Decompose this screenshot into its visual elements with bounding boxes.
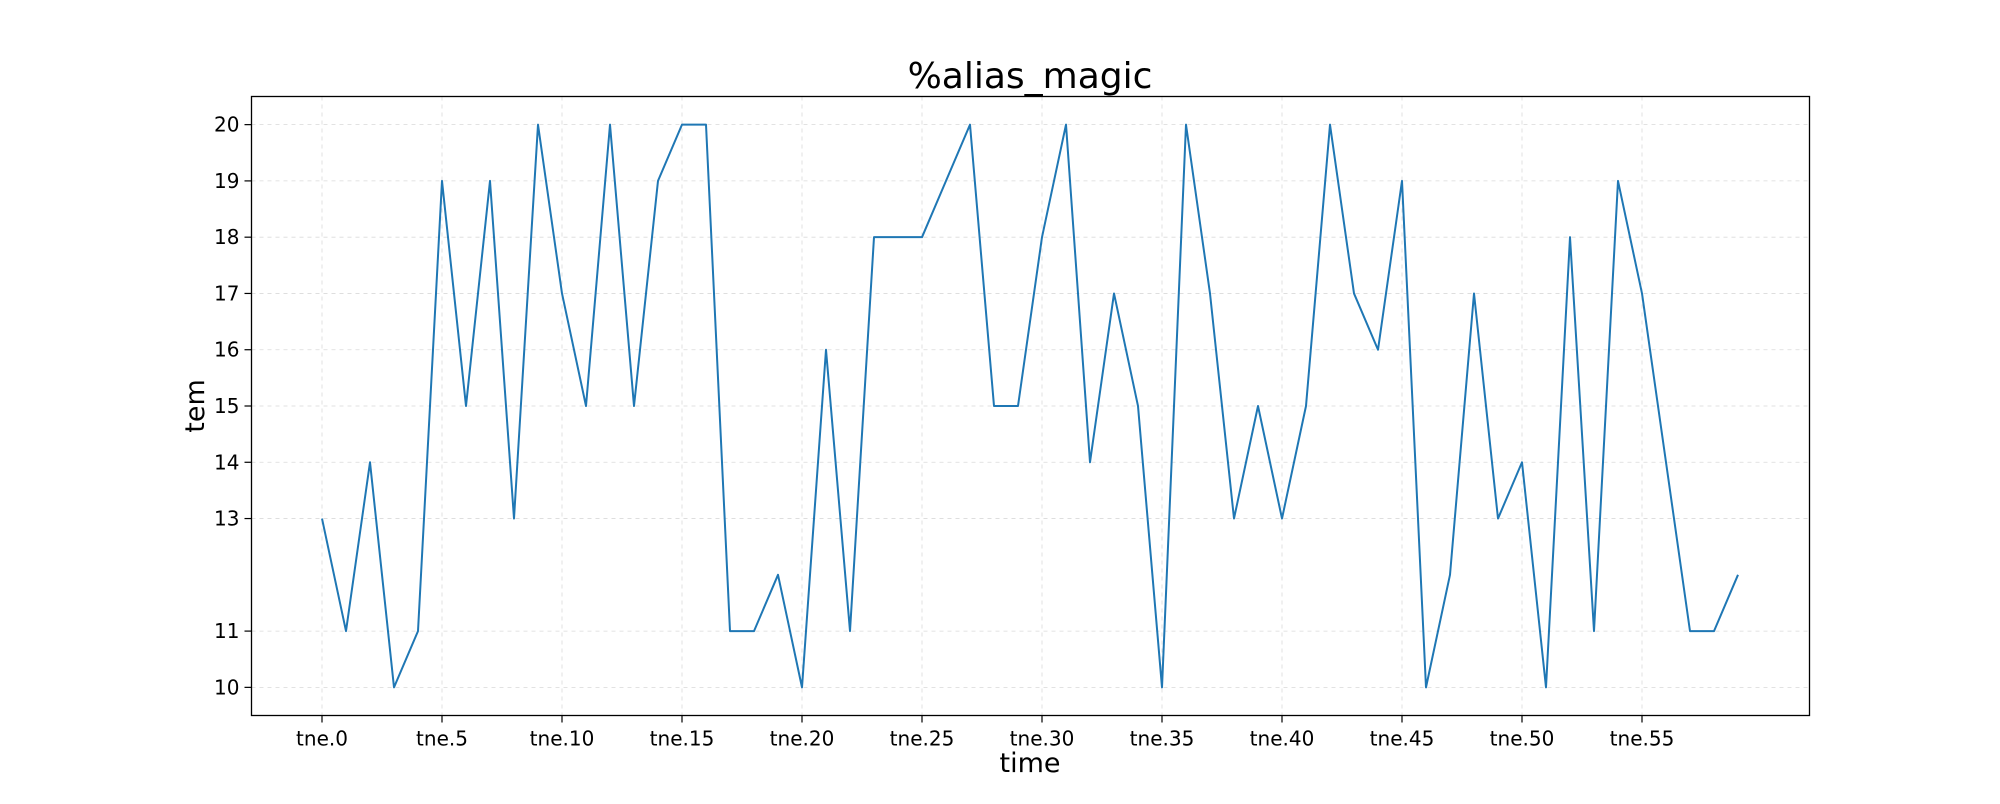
- y-tick-label: 17: [214, 281, 239, 305]
- x-tick-label: tne.35: [1130, 727, 1195, 751]
- x-tick-label: tne.55: [1610, 727, 1675, 751]
- y-axis-label: tem: [180, 379, 211, 433]
- data-point: [729, 630, 731, 632]
- data-point: [633, 405, 635, 407]
- x-tick-label: tne.10: [530, 727, 595, 751]
- data-point: [1473, 292, 1475, 294]
- series-layer: [321, 123, 1739, 689]
- data-point: [1185, 124, 1187, 126]
- data-point: [1401, 180, 1403, 182]
- x-tick-label: tne.50: [1490, 727, 1555, 751]
- data-point: [777, 574, 779, 576]
- data-point: [561, 292, 563, 294]
- x-tick-label: tne.45: [1370, 727, 1435, 751]
- y-tick-label: 13: [214, 507, 239, 531]
- data-point: [1353, 292, 1355, 294]
- data-point: [681, 124, 683, 126]
- x-tick-label: tne.30: [1010, 727, 1075, 751]
- data-point: [1617, 180, 1619, 182]
- data-point: [1233, 518, 1235, 520]
- data-point: [1281, 518, 1283, 520]
- data-point: [657, 180, 659, 182]
- data-point: [897, 236, 899, 238]
- data-point: [321, 518, 323, 520]
- x-tick-label: tne.5: [416, 727, 468, 751]
- data-point: [417, 630, 419, 632]
- y-tick-label: 11: [214, 619, 239, 643]
- data-point: [825, 349, 827, 351]
- data-point: [705, 124, 707, 126]
- x-tick-label: tne.20: [770, 727, 835, 751]
- data-point: [1449, 574, 1451, 576]
- data-point: [537, 124, 539, 126]
- data-point: [1497, 518, 1499, 520]
- data-point: [609, 124, 611, 126]
- data-point: [1569, 236, 1571, 238]
- data-point: [1065, 124, 1067, 126]
- data-point: [993, 405, 995, 407]
- data-point: [801, 686, 803, 688]
- data-point: [1137, 405, 1139, 407]
- data-point: [1737, 574, 1739, 576]
- data-point: [1521, 461, 1523, 463]
- x-axis-label: time: [999, 748, 1060, 779]
- data-point: [849, 630, 851, 632]
- data-point: [1665, 461, 1667, 463]
- x-tick-label: tne.0: [296, 727, 348, 751]
- data-point: [1113, 292, 1115, 294]
- data-point: [753, 630, 755, 632]
- data-point: [513, 518, 515, 520]
- data-point: [1689, 630, 1691, 632]
- x-tick-label: tne.15: [650, 727, 715, 751]
- data-point: [1593, 630, 1595, 632]
- data-point: [1257, 405, 1259, 407]
- data-point: [1305, 405, 1307, 407]
- data-point: [393, 686, 395, 688]
- chart-title: %alias_magic: [908, 56, 1153, 97]
- x-axis-ticks: tne.0 tne.5 tne.10 tne.15 tne.20 tne.25 tne.30…: [296, 715, 1675, 751]
- data-point: [585, 405, 587, 407]
- y-tick-label: 20: [214, 113, 239, 137]
- data-point: [1209, 292, 1211, 294]
- y-tick-label: 10: [214, 675, 239, 699]
- y-tick-label: 16: [214, 338, 239, 362]
- data-point: [945, 180, 947, 182]
- data-point: [369, 461, 371, 463]
- data-point: [1545, 686, 1547, 688]
- y-tick-label: 14: [214, 450, 239, 474]
- data-point: [465, 405, 467, 407]
- x-tick-label: tne.40: [1250, 727, 1315, 751]
- y-tick-label: 19: [214, 169, 239, 193]
- data-point: [1329, 124, 1331, 126]
- data-point: [1089, 461, 1091, 463]
- x-tick-label: tne.25: [890, 727, 955, 751]
- data-point: [1161, 686, 1163, 688]
- data-point: [969, 124, 971, 126]
- data-point: [441, 180, 443, 182]
- data-point: [873, 236, 875, 238]
- y-axis-ticks: 10 11 13 14 15 16 17 18 19 20: [214, 113, 252, 699]
- data-point: [1425, 686, 1427, 688]
- data-point: [1641, 292, 1643, 294]
- data-point: [921, 236, 923, 238]
- y-tick-label: 15: [214, 394, 239, 418]
- data-point: [345, 630, 347, 632]
- data-point: [1713, 630, 1715, 632]
- y-tick-label: 18: [214, 225, 239, 249]
- grid-layer: [251, 96, 1810, 716]
- data-point: [1377, 349, 1379, 351]
- data-point: [1041, 236, 1043, 238]
- data-point: [489, 180, 491, 182]
- data-point: [1017, 405, 1019, 407]
- series-line: [321, 123, 1739, 689]
